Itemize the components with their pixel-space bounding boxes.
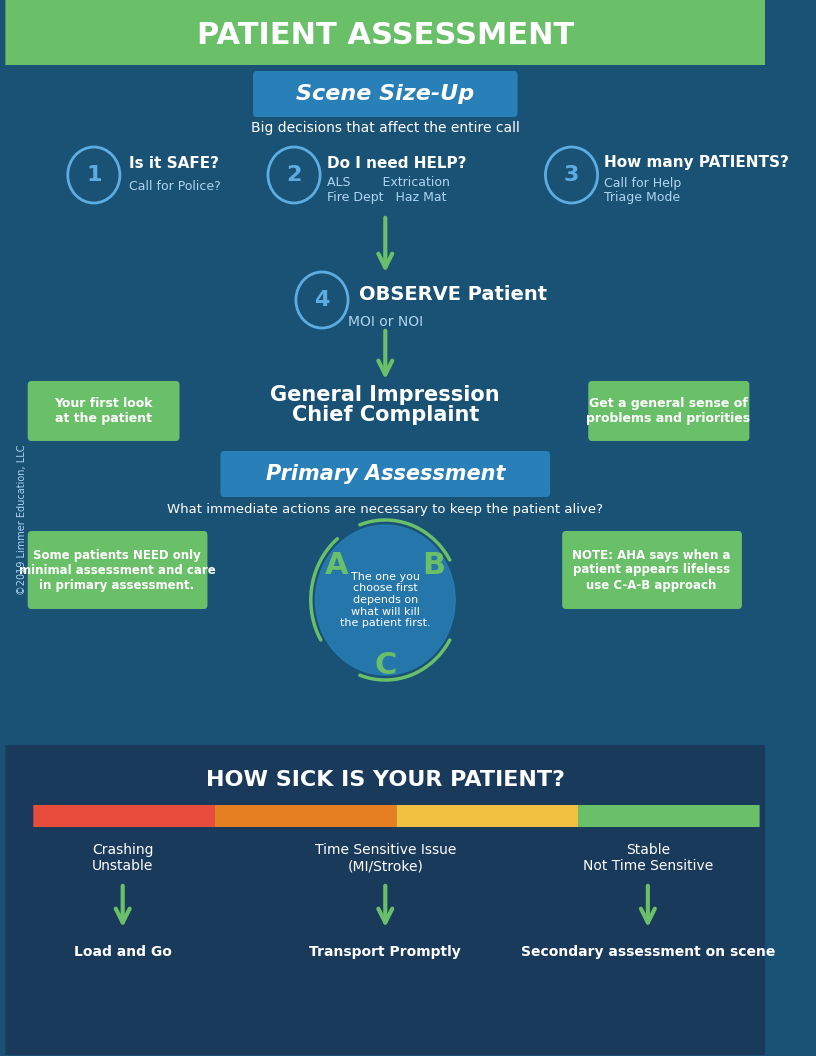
Text: Fire Dept   Haz Mat: Fire Dept Haz Mat <box>326 190 446 204</box>
Text: 1: 1 <box>86 165 101 185</box>
Text: Some patients NEED only
minimal assessment and care
in primary assessment.: Some patients NEED only minimal assessme… <box>19 548 215 591</box>
Text: MOI or NOI: MOI or NOI <box>348 315 423 329</box>
FancyBboxPatch shape <box>253 71 517 117</box>
Text: Is it SAFE?: Is it SAFE? <box>129 155 220 170</box>
Text: HOW SICK IS YOUR PATIENT?: HOW SICK IS YOUR PATIENT? <box>206 770 565 790</box>
FancyBboxPatch shape <box>562 531 742 609</box>
Text: Crashing
Unstable: Crashing Unstable <box>92 843 153 873</box>
FancyBboxPatch shape <box>28 381 180 441</box>
FancyBboxPatch shape <box>6 0 765 65</box>
Text: Call for Help: Call for Help <box>604 176 681 189</box>
FancyBboxPatch shape <box>28 531 207 609</box>
Text: 3: 3 <box>564 165 579 185</box>
Text: ©2019 Limmer Education, LLC: ©2019 Limmer Education, LLC <box>17 445 27 596</box>
Text: A: A <box>325 550 348 580</box>
Text: Stable
Not Time Sensitive: Stable Not Time Sensitive <box>583 843 713 873</box>
Text: Your first look
at the patient: Your first look at the patient <box>54 397 153 425</box>
Text: The one you
choose first
depends on
what will kill
the patient first.: The one you choose first depends on what… <box>340 571 431 628</box>
Text: Get a general sense of
problems and priorities: Get a general sense of problems and prio… <box>587 397 751 425</box>
Text: NOTE: AHA says when a
patient appears lifeless
use C-A-B approach: NOTE: AHA says when a patient appears li… <box>572 548 731 591</box>
FancyBboxPatch shape <box>33 805 215 827</box>
Text: OBSERVE Patient: OBSERVE Patient <box>359 285 548 304</box>
Text: Time Sensitive Issue
(MI/Stroke): Time Sensitive Issue (MI/Stroke) <box>315 843 456 873</box>
Text: Primary Assessment: Primary Assessment <box>265 464 505 484</box>
Text: 4: 4 <box>314 290 330 310</box>
Text: Scene Size-Up: Scene Size-Up <box>296 84 474 103</box>
Text: Call for Police?: Call for Police? <box>129 181 221 193</box>
Text: Secondary assessment on scene: Secondary assessment on scene <box>521 945 775 959</box>
Text: Transport Promptly: Transport Promptly <box>309 945 461 959</box>
Text: How many PATIENTS?: How many PATIENTS? <box>604 155 789 170</box>
Text: Load and Go: Load and Go <box>73 945 171 959</box>
Text: ALS        Extrication: ALS Extrication <box>326 176 450 189</box>
Text: What immediate actions are necessary to keep the patient alive?: What immediate actions are necessary to … <box>167 504 603 516</box>
FancyBboxPatch shape <box>220 451 550 497</box>
Text: Chief Complaint: Chief Complaint <box>291 406 479 425</box>
Text: Do I need HELP?: Do I need HELP? <box>326 155 466 170</box>
Circle shape <box>316 525 455 675</box>
FancyBboxPatch shape <box>578 805 760 827</box>
Text: C: C <box>374 650 397 679</box>
Text: Triage Mode: Triage Mode <box>604 190 681 204</box>
Text: 2: 2 <box>286 165 302 185</box>
Text: PATIENT ASSESSMENT: PATIENT ASSESSMENT <box>197 20 574 50</box>
FancyBboxPatch shape <box>588 381 749 441</box>
Text: Big decisions that affect the entire call: Big decisions that affect the entire cal… <box>251 121 520 135</box>
FancyBboxPatch shape <box>397 805 578 827</box>
Text: General Impression: General Impression <box>270 385 500 406</box>
FancyBboxPatch shape <box>215 805 397 827</box>
Text: B: B <box>422 550 446 580</box>
FancyBboxPatch shape <box>6 744 765 1055</box>
